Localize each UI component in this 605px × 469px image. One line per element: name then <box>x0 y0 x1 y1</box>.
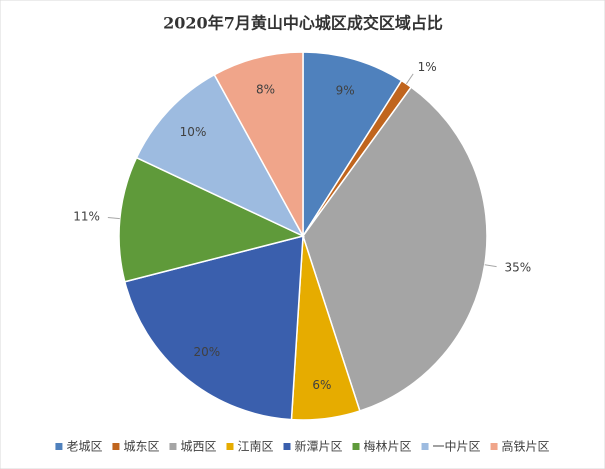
legend-swatch <box>226 443 234 450</box>
data-label: 20% <box>193 345 220 359</box>
legend-label: 城东区 <box>123 440 159 454</box>
legend-label: 城西区 <box>180 440 216 454</box>
pie-slice <box>118 156 306 283</box>
data-label: 6% <box>312 378 331 392</box>
legend-label: 高铁片区 <box>502 439 550 454</box>
pie-slice <box>213 51 304 237</box>
legend-swatch <box>55 443 63 450</box>
legend-swatch <box>169 443 177 450</box>
pie-slice <box>302 86 488 412</box>
legend-label: 老城区 <box>66 440 102 454</box>
leader-line <box>107 217 120 220</box>
legend: 老城区 城东区 城西区 江南区 新潭片区 梅林片区 一中片区 高铁片区 <box>55 439 550 454</box>
data-label: 11% <box>73 209 100 223</box>
data-label: 8% <box>256 82 275 96</box>
legend-swatch <box>112 443 120 450</box>
chart-title: 2020年7月黄山中心城区成交区域占比 <box>163 14 443 33</box>
legend-label: 新潭片区 <box>295 439 343 454</box>
pie: 9% 1% 35% 6% 20% 11% 10% 8% <box>73 51 531 421</box>
data-label: 10% <box>180 125 207 139</box>
legend-swatch <box>490 443 498 450</box>
legend-label: 一中片区 <box>433 439 481 454</box>
pie-slice <box>302 51 403 239</box>
legend-label: 梅林片区 <box>364 439 412 454</box>
leader-line <box>484 264 497 268</box>
data-label: 35% <box>504 260 531 274</box>
pie-slice <box>123 235 304 421</box>
legend-swatch <box>352 443 360 450</box>
pie-slice <box>135 73 305 238</box>
data-label: 1% <box>418 60 437 74</box>
leader-line <box>406 73 414 85</box>
legend-swatch <box>283 443 291 450</box>
legend-label: 江南区 <box>237 439 273 454</box>
data-label: 9% <box>336 84 355 98</box>
legend-swatch <box>421 443 429 450</box>
